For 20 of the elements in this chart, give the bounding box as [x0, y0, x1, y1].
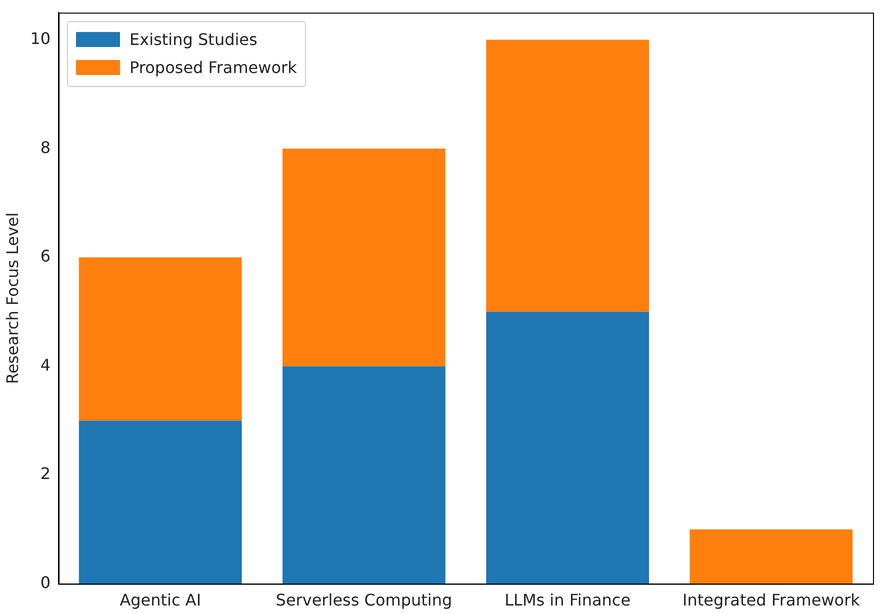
bar [78, 420, 242, 584]
bar [690, 529, 853, 584]
x-tick-label: LLMs in Finance [504, 590, 631, 610]
bar [486, 40, 650, 312]
y-axis-title: Research Focus Level [2, 212, 22, 384]
bar [486, 312, 650, 584]
y-tick-label: 6 [40, 246, 51, 266]
x-tick-label: Serverless Computing [276, 590, 452, 610]
legend-label: Proposed Framework [130, 56, 297, 79]
y-tick-label: 2 [40, 464, 51, 484]
y-tick-label: 0 [40, 572, 51, 592]
y-tick-label: 4 [40, 355, 51, 374]
x-tick-label: Agentic AI [120, 590, 202, 610]
y-tick-label: 10 [30, 28, 51, 48]
y-tick-label: 8 [40, 138, 51, 157]
x-tick-label: Integrated Framework [682, 590, 861, 610]
bar [282, 148, 446, 366]
legend-label: Existing Studies [130, 28, 258, 51]
bar [78, 257, 242, 421]
bar [282, 366, 446, 584]
